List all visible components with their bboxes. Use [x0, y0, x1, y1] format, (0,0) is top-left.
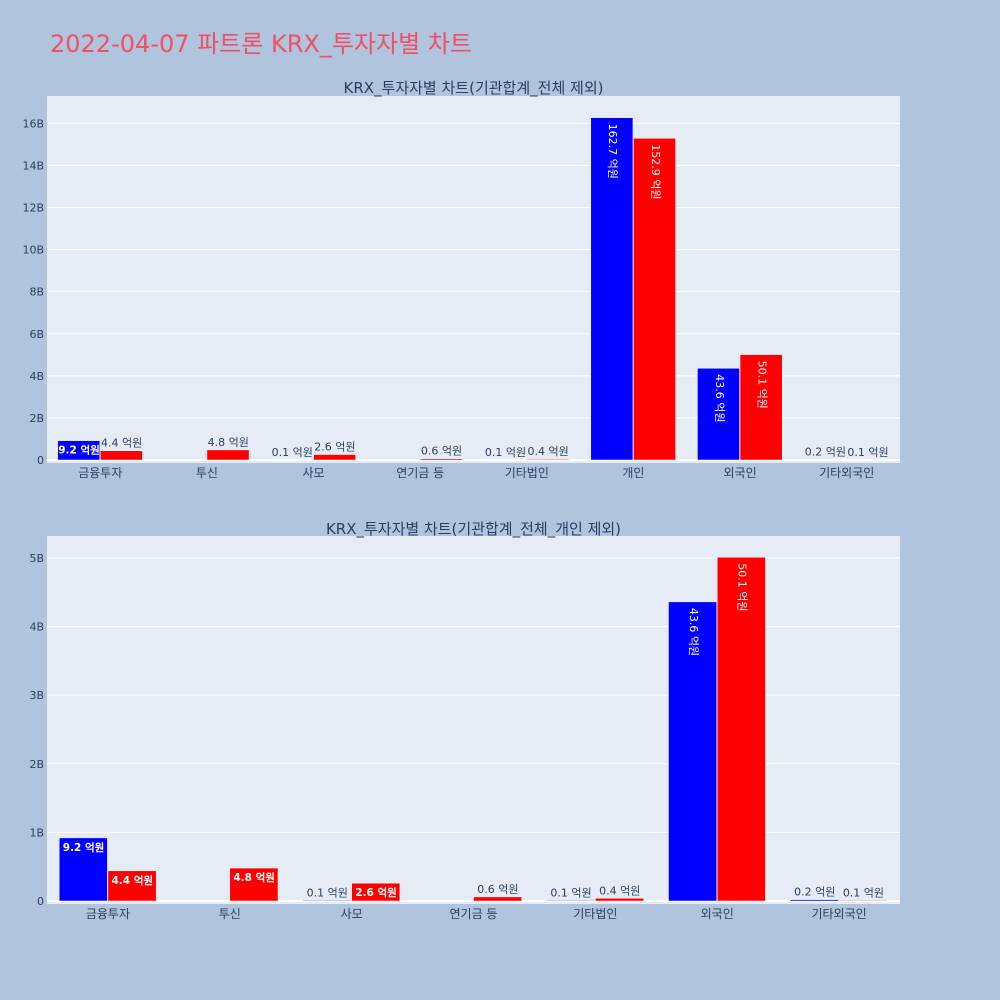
data-label: 50.1 억원: [755, 361, 768, 409]
x-tick-label: 연기금 등: [450, 907, 498, 921]
data-label: 0.6 억원: [477, 883, 518, 896]
bar: [790, 899, 839, 902]
bar: [473, 896, 522, 902]
chart-bottom: 0 1B 2B 3B 4B 5B KRX_투자자별 차트(기관합계_전체_개인 제외) 금융투…: [29, 520, 900, 921]
chart-title: KRX_투자자별 차트(기관합계_전체 제외): [344, 79, 604, 98]
x-tick-label: 연기금 등: [396, 466, 444, 480]
data-label: 50.1 억원: [736, 563, 749, 611]
y-tick-label: 14B: [22, 159, 44, 172]
y-tick-label: 1B: [29, 826, 44, 839]
y-tick-label: 0: [37, 454, 44, 467]
bar: [633, 138, 676, 461]
y-tick-label: 5B: [29, 552, 44, 565]
data-label: 0.4 억원: [528, 445, 569, 458]
data-label: 162.7 억원: [606, 124, 619, 179]
bar: [668, 601, 717, 902]
x-tick-label: 외국인: [701, 907, 734, 921]
bar: [739, 354, 783, 461]
y-tick-label: 4B: [29, 621, 44, 634]
data-label: 0.1 억원: [485, 446, 526, 459]
page-title: 2022-04-07 파트론 KRX_투자자별 차트: [50, 30, 472, 58]
bar: [419, 458, 463, 461]
data-label: 0.1 억원: [272, 446, 313, 459]
bar: [229, 867, 279, 902]
x-tick-label: 기타외국인: [811, 907, 866, 921]
bar: [313, 454, 356, 461]
data-label: 4.4 억원: [101, 437, 142, 450]
data-label: 0.2 억원: [805, 446, 846, 459]
data-label: 9.2 억원: [58, 444, 100, 457]
data-label: 43.6 억원: [687, 608, 700, 656]
y-tick-label: 2B: [29, 758, 44, 771]
data-label: 0.1 억원: [847, 446, 888, 459]
y-tick-label: 3B: [29, 689, 44, 702]
y-tick-label: 16B: [22, 117, 44, 130]
bar: [107, 870, 157, 902]
bar: [590, 117, 634, 461]
bar: [351, 882, 401, 902]
bar: [526, 458, 570, 461]
data-label: 2.6 억원: [314, 441, 355, 454]
x-tick-label: 사모: [303, 466, 325, 480]
y-tick-label: 8B: [29, 286, 44, 299]
x-tick-label: 투신: [219, 907, 241, 921]
y-tick-label: 6B: [29, 328, 44, 341]
chart-top: 0 2B 4B 6B 8B 10B 12B 14B 16B KRX_투자자별 차트(기관합계_전체…: [22, 79, 900, 480]
data-label: 4.8 억원: [233, 871, 275, 884]
data-label: 4.4 억원: [112, 874, 154, 887]
data-label: 0.4 억원: [599, 884, 640, 897]
bar: [206, 449, 250, 461]
x-tick-label: 외국인: [724, 466, 757, 480]
bar: [546, 900, 596, 902]
bar: [100, 450, 143, 461]
bar: [716, 557, 766, 902]
data-label: 43.6 억원: [713, 374, 726, 422]
bar: [838, 900, 888, 902]
data-label: 0.1 억원: [843, 886, 884, 899]
y-tick-label: 2B: [29, 412, 44, 425]
x-tick-label: 금융투자: [78, 466, 122, 480]
data-label: 2.6 억원: [355, 886, 397, 899]
x-tick-label: 개인: [622, 466, 644, 480]
x-tick-label: 기타법인: [505, 466, 549, 480]
data-label: 4.8 억원: [208, 436, 249, 449]
bar: [302, 900, 352, 902]
bar: [58, 837, 108, 902]
bar: [697, 368, 740, 461]
data-label: 152.9 억원: [649, 144, 662, 199]
plot-area: [47, 536, 900, 904]
bar: [57, 440, 101, 461]
data-label: 0.1 억원: [550, 886, 591, 899]
data-label: 0.6 억원: [421, 445, 462, 458]
x-tick-label: 기타외국인: [819, 466, 874, 480]
x-tick-label: 기타법인: [573, 907, 617, 921]
x-tick-label: 금융투자: [86, 907, 130, 921]
data-label: 0.1 억원: [307, 886, 348, 899]
data-label: 9.2 억원: [63, 841, 105, 854]
bar: [595, 898, 644, 902]
y-tick-label: 4B: [29, 370, 44, 383]
y-tick-label: 0: [37, 895, 44, 908]
chart-title: KRX_투자자별 차트(기관합계_전체_개인 제외): [326, 520, 621, 539]
x-tick-label: 사모: [341, 907, 363, 921]
y-tick-label: 12B: [22, 202, 44, 215]
y-tick-label: 10B: [22, 244, 44, 257]
x-tick-label: 투신: [196, 466, 218, 480]
data-label: 0.2 억원: [794, 886, 835, 899]
